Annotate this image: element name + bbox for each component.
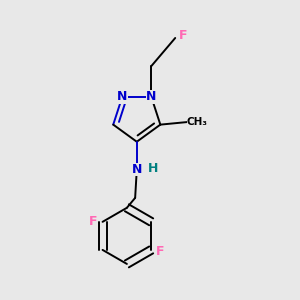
Text: N: N	[132, 163, 142, 176]
Text: F: F	[89, 215, 98, 228]
Text: F: F	[179, 29, 188, 42]
Text: CH₃: CH₃	[187, 117, 208, 127]
Text: N: N	[117, 90, 128, 104]
Text: H: H	[148, 162, 159, 175]
Text: F: F	[156, 245, 165, 258]
Text: N: N	[146, 90, 157, 104]
